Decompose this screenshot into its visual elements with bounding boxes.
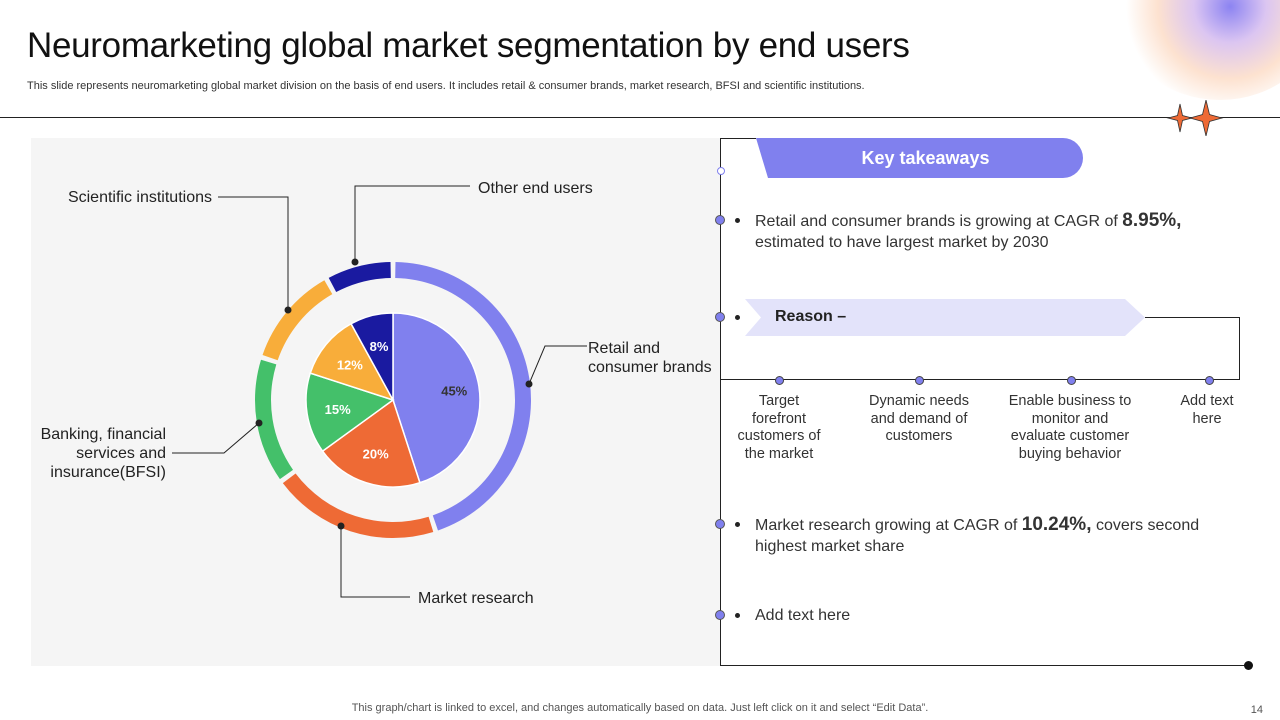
reason-item-1: Target forefront customers of the market	[737, 393, 821, 462]
reason-item-4: Add text here	[1180, 393, 1234, 427]
bullet-dot	[735, 613, 740, 618]
callout-bfsi: Banking, financial services and insuranc…	[40, 426, 166, 481]
ring-segment-other[interactable]	[328, 262, 391, 293]
takeaway-item-2: Market research growing at CAGR of 10.24…	[755, 514, 1225, 557]
takeaway-item-1: Retail and consumer brands is growing at…	[755, 210, 1225, 253]
takeaway-1-text: Retail and consumer brands is growing at…	[755, 213, 1123, 230]
bullet-dot	[735, 315, 740, 320]
reason-node	[775, 376, 784, 385]
takeaway-1-highlight: 8.95%,	[1122, 210, 1182, 231]
timeline-node	[715, 610, 725, 620]
key-takeaways-header: Key takeaways	[768, 138, 1083, 178]
reason-node	[1205, 376, 1214, 385]
reason-item-3: Enable business to monitor and evaluate …	[1008, 393, 1132, 462]
ring-segment-market-research[interactable]	[282, 473, 434, 538]
ring-segment-scientific[interactable]	[262, 280, 333, 361]
page-subtitle: This slide represents neuromarketing glo…	[27, 80, 865, 92]
pie-slice-other[interactable]	[350, 312, 394, 401]
page-number: 14	[1250, 704, 1263, 716]
callout-market-research: Market research	[418, 590, 534, 607]
reason-connector-bottom	[720, 379, 1240, 380]
callout-other: Other end users	[478, 180, 593, 197]
slice-label-bfsi: 15%	[325, 402, 351, 417]
bullet-dot	[735, 218, 740, 223]
pie-slice-retail[interactable]	[392, 312, 481, 484]
sparkle-stars-icon	[1166, 100, 1224, 136]
timeline-node	[715, 312, 725, 322]
callout-retail: Retail and consumer brands	[588, 340, 712, 376]
timeline-end-dot	[1244, 661, 1253, 670]
timeline-top-tick	[720, 138, 756, 139]
pie-slice-market-research[interactable]	[321, 398, 421, 488]
slice-label-scientific: 12%	[337, 357, 363, 372]
timeline-node	[715, 215, 725, 225]
footer-note: This graph/chart is linked to excel, and…	[351, 702, 929, 714]
pie-slice-bfsi[interactable]	[305, 372, 395, 453]
takeaway-item-3: Add text here	[755, 607, 851, 624]
timeline-node	[715, 519, 725, 529]
takeaway-2-continuation: covers second highest market share	[755, 517, 1200, 555]
slice-label-retail: 45%	[441, 383, 467, 398]
ring-segment-retail[interactable]	[395, 262, 531, 531]
reason-connector-right	[1239, 317, 1240, 380]
reason-label: Reason –	[775, 308, 847, 325]
pie-slice-scientific[interactable]	[309, 322, 395, 402]
takeaway-2-highlight: 10.24%,	[1021, 514, 1092, 535]
reason-node	[1067, 376, 1076, 385]
bullet-dot	[735, 522, 740, 527]
title-divider	[0, 117, 1280, 118]
page-title: Neuromarketing global market segmentatio…	[27, 26, 910, 65]
ring-segment-bfsi[interactable]	[255, 359, 294, 480]
timeline-vertical-line	[720, 138, 721, 666]
reason-banner	[745, 299, 1145, 336]
timeline-bottom-line	[720, 665, 1250, 666]
key-takeaways-notch	[756, 138, 768, 178]
reason-node	[915, 376, 924, 385]
callout-scientific: Scientific institutions	[67, 189, 212, 206]
reason-item-2: Dynamic needs and demand of customers	[869, 393, 969, 444]
reason-connector-top	[1145, 317, 1240, 318]
takeaway-2-text: Market research growing at CAGR of	[755, 517, 1022, 534]
slice-label-other: 8%	[370, 339, 389, 354]
timeline-open-node	[717, 167, 725, 175]
takeaway-1-continuation: estimated to have largest market by 2030	[755, 234, 1049, 251]
slice-label-market-research: 20%	[363, 446, 389, 461]
